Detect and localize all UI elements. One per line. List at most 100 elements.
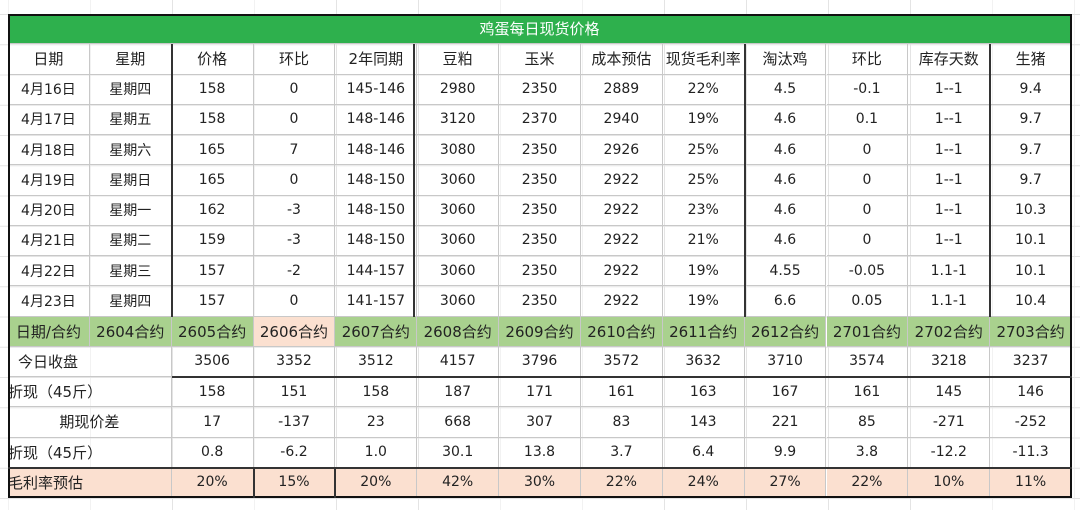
- cell: 3.7: [580, 437, 663, 468]
- cell: 3120: [417, 104, 500, 135]
- cell: 24%: [662, 467, 745, 498]
- cell: 25%: [662, 165, 745, 196]
- cell: 2922: [580, 286, 663, 317]
- cell: 4月19日: [8, 165, 90, 196]
- cell: 2922: [580, 225, 663, 256]
- cell: 2703合约: [990, 316, 1073, 347]
- cell: 187: [417, 377, 500, 408]
- cell: 1--1: [908, 165, 991, 196]
- cell: -3: [253, 195, 336, 226]
- cell: 2940: [580, 104, 663, 135]
- cell: 1--1: [908, 225, 991, 256]
- cell: 2889: [580, 74, 663, 105]
- cell: -271: [908, 407, 991, 438]
- cell: 3796: [499, 346, 581, 377]
- cell: 3710: [744, 346, 827, 377]
- cell: 30.1: [417, 437, 500, 468]
- separator: [252, 467, 255, 498]
- cell: 11%: [990, 467, 1073, 498]
- cell: 1--1: [908, 135, 991, 166]
- cell: 2701合约: [826, 316, 909, 347]
- cell: 165: [171, 135, 254, 166]
- cell: 库存天数: [908, 44, 991, 75]
- cell: 日期: [8, 44, 90, 75]
- cell: 141-157: [335, 286, 418, 317]
- cell: 162: [171, 195, 254, 226]
- cell: 2922: [580, 256, 663, 287]
- cell: -11.3: [990, 437, 1073, 468]
- cell: -0.1: [826, 74, 909, 105]
- separator: [743, 44, 746, 317]
- cell: 161: [580, 377, 663, 408]
- cell: 玉米: [499, 44, 581, 75]
- cell: 3060: [417, 225, 500, 256]
- cell: 3572: [580, 346, 663, 377]
- cell: 4157: [417, 346, 500, 377]
- cell: 4.6: [744, 135, 827, 166]
- cell: 19%: [662, 104, 745, 135]
- cell: 2922: [580, 165, 663, 196]
- cell: 3512: [335, 346, 418, 377]
- cell: 0: [253, 104, 336, 135]
- cell: 2350: [499, 74, 581, 105]
- cell: 3632: [662, 346, 745, 377]
- cell: -137: [253, 407, 336, 438]
- separator: [171, 376, 1072, 378]
- cell: 157: [171, 286, 254, 317]
- cell: 0: [253, 74, 336, 105]
- cell: 21%: [662, 225, 745, 256]
- cell: 22%: [662, 74, 745, 105]
- cell: 2605合约: [171, 316, 254, 347]
- cell: 3.8: [826, 437, 909, 468]
- cell: 167: [744, 377, 827, 408]
- cell: 1.1-1: [908, 256, 991, 287]
- cell: 145: [908, 377, 991, 408]
- cell: 0: [253, 286, 336, 317]
- cell: 145-146: [335, 74, 418, 105]
- cell: 2350: [499, 135, 581, 166]
- cell: 158: [335, 377, 418, 408]
- cell: 星期日: [89, 165, 172, 196]
- cell: -2: [253, 256, 336, 287]
- cell: 4月22日: [8, 256, 90, 287]
- cell: 2926: [580, 135, 663, 166]
- cell: 今日收盘: [8, 346, 172, 377]
- cell: 6.6: [744, 286, 827, 317]
- cell: 生猪: [990, 44, 1073, 75]
- cell: 15%: [253, 467, 336, 498]
- cell: 价格: [171, 44, 254, 75]
- cell: 3060: [417, 256, 500, 287]
- cell: 10.1: [990, 256, 1073, 287]
- cell: 148-150: [335, 225, 418, 256]
- cell: 2609合约: [499, 316, 581, 347]
- cell: 0: [826, 225, 909, 256]
- separator: [170, 44, 173, 317]
- cell: 环比: [826, 44, 909, 75]
- cell: 4月16日: [8, 74, 90, 105]
- cell: 3080: [417, 135, 500, 166]
- cell: 9.7: [990, 165, 1073, 196]
- cell: 2年同期: [335, 44, 418, 75]
- cell: 9.9: [744, 437, 827, 468]
- cell: 2922: [580, 195, 663, 226]
- cell: 成本预估: [580, 44, 663, 75]
- cell: 2350: [499, 225, 581, 256]
- cell: 22%: [580, 467, 663, 498]
- cell: 9.7: [990, 135, 1073, 166]
- cell: 星期四: [89, 286, 172, 317]
- cell: 4.6: [744, 195, 827, 226]
- cell: -3: [253, 225, 336, 256]
- cell: 3060: [417, 195, 500, 226]
- cell: 2980: [417, 74, 500, 105]
- cell: 307: [499, 407, 581, 438]
- cell: 2350: [499, 286, 581, 317]
- cell: 6.4: [662, 437, 745, 468]
- cell: 0.8: [171, 437, 254, 468]
- cell: 9.7: [990, 104, 1073, 135]
- cell: 3506: [171, 346, 254, 377]
- cell: 4.5: [744, 74, 827, 105]
- cell: 2350: [499, 195, 581, 226]
- cell: 19%: [662, 256, 745, 287]
- cell: 日期/合约: [8, 316, 90, 347]
